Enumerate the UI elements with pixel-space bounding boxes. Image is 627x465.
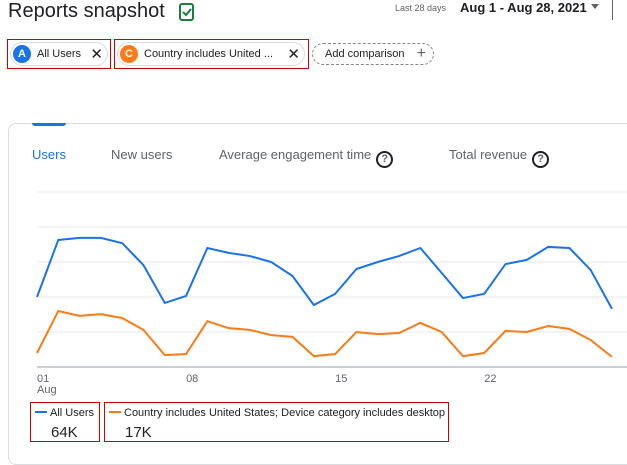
tab-label: Total revenue (449, 147, 528, 162)
legend-swatch (109, 411, 121, 413)
help-icon[interactable]: ? (532, 151, 550, 168)
legend-label: All Users (50, 407, 95, 419)
plus-icon: + (416, 45, 426, 62)
tab-label: Users (32, 147, 66, 162)
tab-label: Average engagement time (219, 147, 372, 162)
x-tick-label: 01 (37, 373, 49, 385)
dropdown-icon[interactable] (590, 3, 600, 11)
close-icon[interactable]: ✕ (90, 46, 103, 63)
tab[interactable]: Average engagement time? (219, 147, 394, 168)
legend-item: All Users (35, 407, 94, 419)
x-month-label: Aug (37, 384, 57, 396)
highlight-box (30, 402, 100, 442)
x-tick-label: 22 (484, 373, 496, 385)
chip-badge: C (120, 45, 138, 63)
chip-label: All Users (37, 48, 82, 60)
legend-swatch (35, 411, 47, 413)
date-prefix: Last 28 days (395, 3, 447, 13)
legend-total: 17K (125, 424, 152, 441)
highlight-box (114, 39, 309, 69)
highlight-box (104, 402, 449, 442)
comparison-chip[interactable]: C Country includes United ... ✕ (117, 42, 305, 66)
tab-indicator (32, 123, 66, 126)
tab[interactable]: New users (111, 147, 172, 162)
date-range[interactable]: Aug 1 - Aug 28, 2021 (460, 0, 587, 15)
chip-label: Country includes United ... (144, 48, 274, 60)
help-icon[interactable]: ? (376, 151, 394, 168)
page: Reports snapshot Last 28 days Aug 1 - Au… (7, 0, 627, 465)
x-tick-label: 15 (335, 373, 347, 385)
saved-icon (179, 3, 194, 21)
page-title: Reports snapshot (8, 0, 165, 22)
tab-label: New users (111, 147, 173, 162)
series-line (36, 236, 613, 310)
series-line (36, 309, 613, 358)
legend-total: 64K (51, 424, 78, 441)
comparison-chip[interactable]: A All Users ✕ (10, 42, 108, 66)
add-comparison[interactable]: Add comparison + (312, 43, 434, 65)
close-icon[interactable]: ✕ (287, 46, 300, 63)
legend-label: Country includes United States; Device c… (124, 407, 446, 419)
legend-item: Country includes United States; Device c… (109, 407, 445, 419)
divider (612, 0, 613, 20)
chip-badge: A (13, 45, 31, 63)
x-tick-label: 08 (186, 373, 198, 385)
highlight-box (7, 39, 111, 69)
tab[interactable]: Total revenue? (449, 147, 550, 168)
tab[interactable]: Users (32, 147, 66, 162)
add-comparison-label: Add comparison (325, 48, 405, 60)
